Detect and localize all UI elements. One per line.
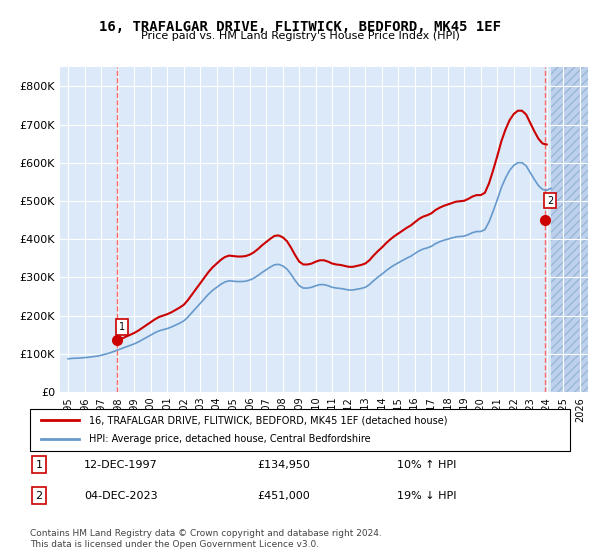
Text: £134,950: £134,950 (257, 460, 310, 470)
Text: HPI: Average price, detached house, Central Bedfordshire: HPI: Average price, detached house, Cent… (89, 435, 371, 445)
Text: Price paid vs. HM Land Registry's House Price Index (HPI): Price paid vs. HM Land Registry's House … (140, 31, 460, 41)
Text: Contains HM Land Registry data © Crown copyright and database right 2024.
This d: Contains HM Land Registry data © Crown c… (30, 529, 382, 549)
Bar (551, 67, 588, 392)
Text: 2: 2 (35, 491, 43, 501)
Text: 1: 1 (119, 322, 125, 332)
Text: 2: 2 (547, 195, 554, 206)
Text: 04-DEC-2023: 04-DEC-2023 (84, 491, 158, 501)
Text: 16, TRAFALGAR DRIVE, FLITWICK, BEDFORD, MK45 1EF (detached house): 16, TRAFALGAR DRIVE, FLITWICK, BEDFORD, … (89, 415, 448, 425)
Text: 16, TRAFALGAR DRIVE, FLITWICK, BEDFORD, MK45 1EF: 16, TRAFALGAR DRIVE, FLITWICK, BEDFORD, … (99, 20, 501, 34)
Text: 12-DEC-1997: 12-DEC-1997 (84, 460, 158, 470)
Text: 10% ↑ HPI: 10% ↑ HPI (397, 460, 457, 470)
Text: 19% ↓ HPI: 19% ↓ HPI (397, 491, 457, 501)
Text: £451,000: £451,000 (257, 491, 310, 501)
FancyBboxPatch shape (30, 409, 570, 451)
Text: 1: 1 (35, 460, 43, 470)
